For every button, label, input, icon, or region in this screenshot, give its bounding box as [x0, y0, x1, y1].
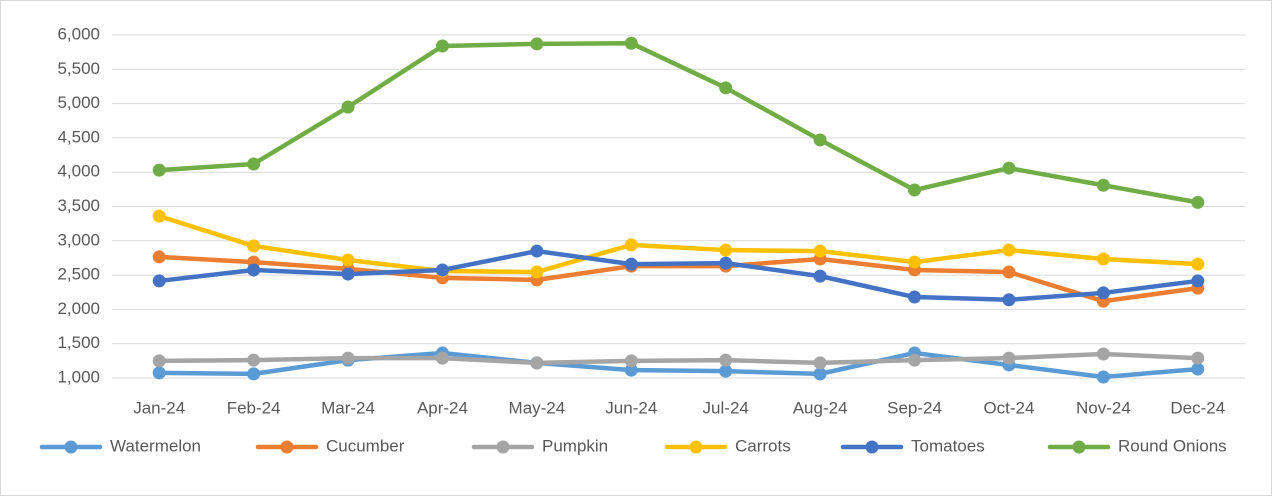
data-point	[624, 36, 638, 50]
legend-marker	[689, 440, 703, 454]
data-point	[1191, 195, 1205, 209]
y-tick-label: 5,500	[57, 59, 100, 78]
data-point	[624, 363, 638, 377]
data-point	[1002, 161, 1016, 175]
data-point	[1096, 347, 1110, 361]
data-point	[908, 353, 922, 367]
y-tick-label: 3,500	[57, 196, 100, 215]
y-tick-label: 2,500	[57, 265, 100, 284]
data-point	[152, 354, 166, 368]
y-tick-label: 6,000	[57, 24, 100, 43]
data-point	[530, 37, 544, 51]
data-point	[435, 39, 449, 53]
data-point	[719, 243, 733, 257]
data-point	[1002, 293, 1016, 307]
legend-marker	[1072, 440, 1086, 454]
data-point	[152, 274, 166, 288]
x-tick-label: Oct-24	[983, 398, 1034, 417]
data-point	[1191, 362, 1205, 376]
series-line	[156, 350, 1201, 380]
y-tick-label: 2,000	[57, 299, 100, 318]
data-point	[624, 354, 638, 368]
data-point	[152, 209, 166, 223]
data-point	[341, 351, 355, 365]
data-point	[624, 257, 638, 271]
data-point	[152, 163, 166, 177]
data-point	[813, 244, 827, 258]
data-point	[152, 250, 166, 264]
x-tick-label: Apr-24	[417, 398, 468, 417]
y-tick-label: 5,000	[57, 93, 100, 112]
data-point	[908, 255, 922, 269]
data-point	[1096, 252, 1110, 266]
data-point	[813, 356, 827, 370]
data-point	[530, 265, 544, 279]
y-tick-label: 1,500	[57, 333, 100, 352]
legend-label: Carrots	[735, 436, 791, 455]
data-point	[719, 256, 733, 270]
y-tick-label: 3,000	[57, 230, 100, 249]
data-point	[152, 366, 166, 380]
data-point	[341, 253, 355, 267]
data-point	[247, 263, 261, 277]
data-point	[1191, 257, 1205, 271]
data-point	[624, 238, 638, 252]
data-point	[813, 367, 827, 381]
x-tick-label: Jun-24	[605, 398, 657, 417]
data-point	[1002, 265, 1016, 279]
series-line	[156, 351, 1201, 366]
data-point	[530, 244, 544, 258]
data-point	[1096, 286, 1110, 300]
data-point	[435, 263, 449, 277]
data-point	[247, 353, 261, 367]
x-tick-label: Jul-24	[703, 398, 749, 417]
legend-label: Cucumber	[326, 436, 405, 455]
data-point	[1096, 370, 1110, 384]
series-line	[156, 248, 1201, 303]
data-point	[1002, 351, 1016, 365]
data-point	[813, 133, 827, 147]
x-tick-label: Aug-24	[793, 398, 848, 417]
data-point	[908, 183, 922, 197]
data-point	[341, 267, 355, 281]
data-point	[247, 367, 261, 381]
legend-label: Tomatoes	[911, 436, 985, 455]
legend-label: Round Onions	[1118, 436, 1227, 455]
legend-marker	[865, 440, 879, 454]
x-tick-label: Sep-24	[887, 398, 942, 417]
legend-label: Pumpkin	[542, 436, 608, 455]
series-line	[156, 254, 1201, 304]
data-point	[719, 81, 733, 95]
data-point	[530, 356, 544, 370]
x-tick-label: May-24	[509, 398, 566, 417]
y-tick-label: 4,000	[57, 162, 100, 181]
data-point	[1191, 274, 1205, 288]
data-point	[1096, 178, 1110, 192]
y-tick-label: 1,000	[57, 367, 100, 386]
legend-marker	[64, 440, 78, 454]
data-point	[1002, 243, 1016, 257]
legend-marker	[280, 440, 294, 454]
data-point	[719, 364, 733, 378]
x-tick-label: Dec-24	[1170, 398, 1225, 417]
data-point	[341, 100, 355, 114]
series-line	[156, 213, 1201, 275]
x-tick-label: Mar-24	[321, 398, 375, 417]
data-point	[247, 239, 261, 253]
data-point	[813, 269, 827, 283]
x-tick-label: Jan-24	[133, 398, 185, 417]
legend-label: Watermelon	[110, 436, 201, 455]
data-point	[435, 351, 449, 365]
x-tick-label: Nov-24	[1076, 398, 1131, 417]
data-point	[908, 290, 922, 304]
x-tick-label: Feb-24	[227, 398, 281, 417]
data-point	[719, 353, 733, 367]
series-line	[156, 40, 1201, 205]
y-tick-label: 4,500	[57, 127, 100, 146]
data-point	[1191, 351, 1205, 365]
data-point	[247, 157, 261, 171]
legend-marker	[496, 440, 510, 454]
